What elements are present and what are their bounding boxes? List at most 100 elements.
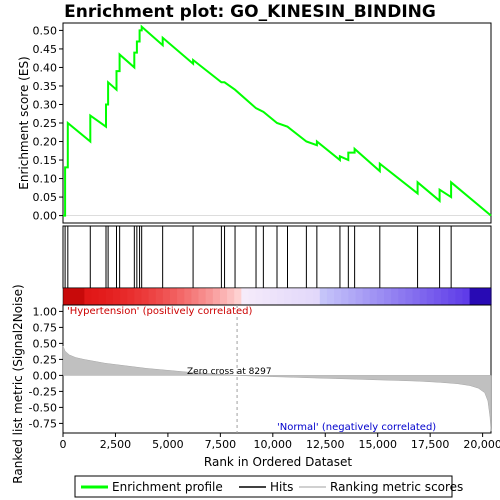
legend-hits-label: Hits xyxy=(270,480,293,494)
enrichment-profile-line xyxy=(63,24,492,217)
x-tick-label: 7,500 xyxy=(205,438,237,451)
ranked-y-axis: 1.00 0.75 0.50 0.25 0.00 -0.25 -0.50 -0.75 xyxy=(29,305,63,430)
x-tick-label: 12,500 xyxy=(306,438,345,451)
ranked-y-axis-label: Ranked list metric (Signal2Noise) xyxy=(11,284,25,483)
x-tick-label: 10,000 xyxy=(254,438,293,451)
ranked-y-tick-label: 1.00 xyxy=(33,305,58,318)
es-y-tick-label: 0.25 xyxy=(33,117,58,130)
legend: Enrichment profile Hits Ranking metric s… xyxy=(74,475,463,498)
color-bar-segment xyxy=(241,288,250,305)
ranked-y-tick-label: 0.75 xyxy=(33,321,58,334)
color-bar-segment xyxy=(148,288,157,305)
color-bar-segment xyxy=(120,288,128,305)
rank-color-bar xyxy=(62,287,492,306)
es-y-tick-label: 0.20 xyxy=(33,136,58,149)
color-bar-segment xyxy=(441,288,449,305)
color-bar-segment xyxy=(334,288,342,305)
color-bar-segment xyxy=(70,288,78,305)
ranking-metric-area xyxy=(62,345,492,432)
color-bar-segment xyxy=(269,288,278,305)
color-bar-segment xyxy=(398,288,406,305)
color-bar-segment xyxy=(219,288,228,305)
color-bar-segment xyxy=(134,288,143,305)
es-y-tick-label: 0.10 xyxy=(33,173,58,186)
es-panel: 0.00 0.05 0.10 0.15 0.20 0.25 0.30 0.35 0.40 0.45… xyxy=(17,22,492,224)
color-bar-segment xyxy=(305,288,314,305)
color-bar-segment xyxy=(455,288,464,305)
ranked-y-tick-label: 0.25 xyxy=(33,353,58,366)
ranked-y-tick-label: 0.00 xyxy=(33,369,58,382)
color-bar-segment xyxy=(312,288,321,305)
legend-enrichment-label: Enrichment profile xyxy=(112,480,223,494)
ranked-y-tick-label: -0.25 xyxy=(29,385,57,398)
positive-correlation-label: 'Hypertension' (positively correlated) xyxy=(67,306,253,317)
color-bar-segment xyxy=(91,288,100,305)
x-tick-label: 2,500 xyxy=(100,438,132,451)
color-bar-segment xyxy=(162,288,171,305)
color-bar-segment xyxy=(298,288,307,305)
color-bar-segment xyxy=(184,288,192,305)
color-bar-segment xyxy=(141,288,150,305)
x-tick-label: 0 xyxy=(60,438,67,451)
x-tick-label: 15,000 xyxy=(358,438,397,451)
color-bar-segment xyxy=(191,288,200,305)
ranked-metric-panel: 1.00 0.75 0.50 0.25 0.00 -0.25 -0.50 -0.75 0 2,5… xyxy=(11,284,500,483)
color-bar-segment xyxy=(369,288,378,305)
ranked-y-tick-label: -0.75 xyxy=(29,417,57,430)
negative-correlation-label: 'Normal' (negatively correlated) xyxy=(277,422,436,433)
color-bar-segment xyxy=(341,288,349,305)
color-bar-segment xyxy=(277,288,285,305)
es-y-axis-label: Enrichment score (ES) xyxy=(17,56,31,189)
color-bar-segment xyxy=(77,288,85,305)
color-bar-segment xyxy=(291,288,299,305)
color-bar-segment xyxy=(462,288,471,305)
color-bar-segment xyxy=(248,288,257,305)
color-bar-segment xyxy=(355,288,364,305)
color-bar-segment xyxy=(405,288,414,305)
color-bar-segment xyxy=(426,288,435,305)
color-bar-segment xyxy=(84,288,93,305)
ranked-y-tick-label: -0.50 xyxy=(29,401,57,414)
es-y-tick-label: 0.05 xyxy=(33,191,58,204)
color-bar-segment xyxy=(255,288,264,305)
legend-ranking-label: Ranking metric scores xyxy=(330,480,463,494)
color-bar-segment xyxy=(105,288,114,305)
color-bar-segment xyxy=(469,288,478,305)
color-bar-segment xyxy=(376,288,385,305)
hits-panel xyxy=(62,225,492,289)
color-bar-segment xyxy=(419,288,428,305)
color-bar-segment xyxy=(412,288,421,305)
x-tick-label: 5,000 xyxy=(152,438,184,451)
color-bar-segment xyxy=(227,288,235,305)
color-bar-segment xyxy=(198,288,207,305)
color-bar-segment xyxy=(262,288,271,305)
zero-cross-label: Zero cross at 8297 xyxy=(187,367,272,377)
chart-title: Enrichment plot: GO_KINESIN_BINDING xyxy=(64,2,436,22)
color-bar-segment xyxy=(127,288,135,305)
x-axis: 0 2,500 5,000 7,500 10,000 12,500 15,000 17,500… xyxy=(60,433,500,451)
es-y-tick-label: 0.35 xyxy=(33,80,58,93)
ranked-y-tick-label: 0.50 xyxy=(33,337,58,350)
x-tick-label: 20,000 xyxy=(463,438,500,451)
es-y-tick-label: 0.00 xyxy=(33,210,58,223)
color-bar-segment xyxy=(98,288,107,305)
color-bar-segment xyxy=(391,288,399,305)
color-bar-segment xyxy=(326,288,335,305)
color-bar-segment xyxy=(284,288,292,305)
color-bar-segment xyxy=(212,288,221,305)
hit-markers xyxy=(64,226,452,288)
color-bar-segment xyxy=(476,288,485,305)
color-bar-segment xyxy=(433,288,442,305)
x-axis-label: Rank in Ordered Dataset xyxy=(204,455,352,469)
es-y-tick-label: 0.15 xyxy=(33,154,58,167)
es-y-axis: 0.00 0.05 0.10 0.15 0.20 0.25 0.30 0.35 0.40 0.45… xyxy=(33,24,491,223)
color-bar-segment xyxy=(170,288,178,305)
color-bar-segment xyxy=(362,288,371,305)
color-bar-segment xyxy=(448,288,456,305)
color-bar-segment xyxy=(319,288,328,305)
color-bar-segment xyxy=(205,288,214,305)
color-bar-segment xyxy=(177,288,185,305)
color-bar-segment xyxy=(348,288,357,305)
x-tick-label: 17,500 xyxy=(411,438,450,451)
